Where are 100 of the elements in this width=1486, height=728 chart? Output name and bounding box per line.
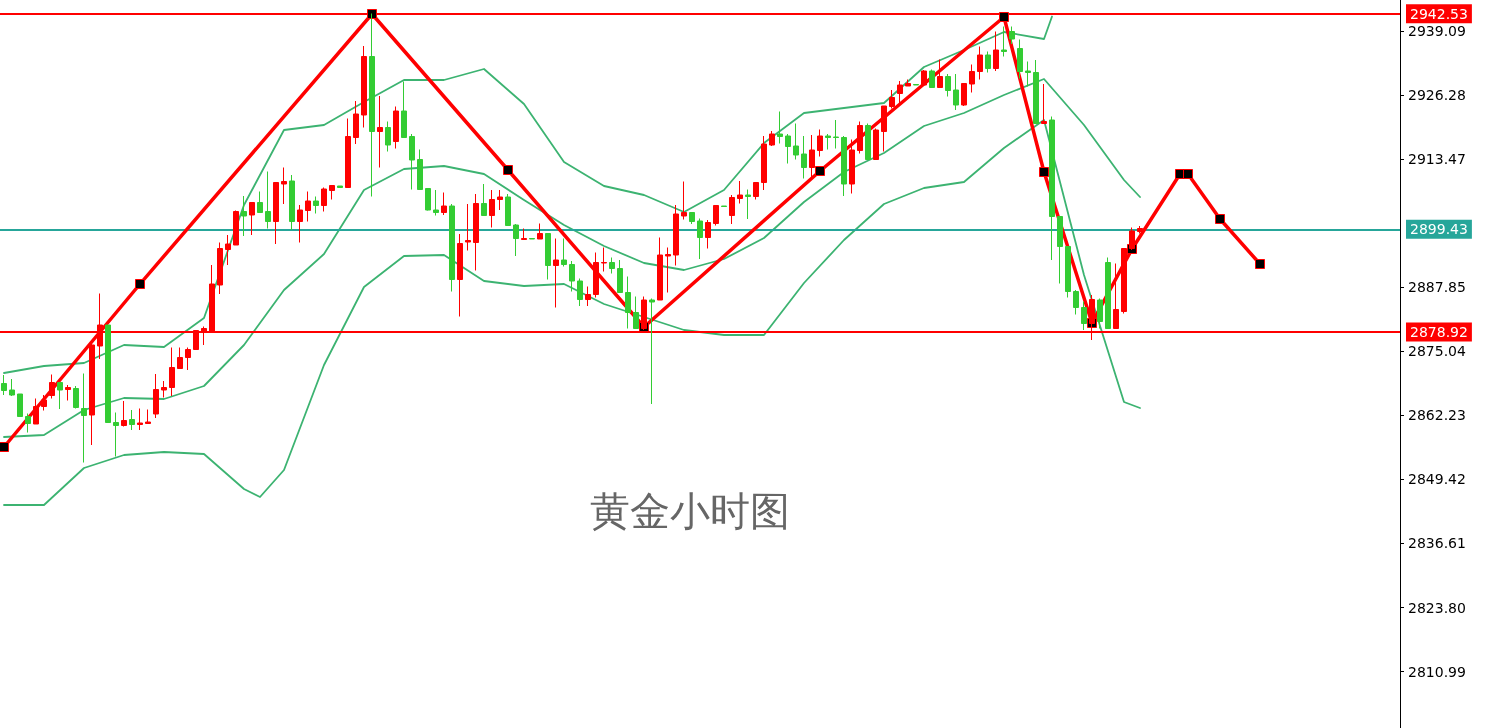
candlestick [1049, 116, 1055, 261]
candlestick [113, 412, 119, 457]
candlestick [921, 69, 927, 87]
candlestick [545, 233, 551, 280]
point [999, 12, 1009, 22]
candlestick [553, 238, 559, 308]
candlestick [833, 119, 839, 149]
candlestick [793, 123, 799, 160]
candlestick [737, 180, 743, 204]
ref-line-label: 2878.92 [1410, 323, 1468, 340]
candlestick [753, 182, 759, 200]
candlestick [1105, 257, 1111, 329]
line-series [3, 78, 1141, 438]
candlestick [745, 189, 751, 220]
candlestick [945, 73, 951, 97]
candlestick [689, 212, 695, 225]
candlestick [281, 167, 287, 205]
candlestick [633, 296, 639, 329]
candlestick [569, 260, 575, 292]
candlestick [665, 247, 671, 293]
candlestick [457, 233, 463, 317]
candlestick [497, 189, 503, 211]
candlestick [241, 195, 247, 237]
candlestick [353, 100, 359, 145]
candlestick [233, 210, 239, 246]
candlestick [449, 203, 455, 292]
candlestick [25, 413, 31, 433]
candlestick [289, 174, 295, 231]
candlestick [1113, 263, 1119, 329]
y-tick-label: 2939.09 [1408, 23, 1466, 40]
candlestick [537, 223, 543, 240]
candlestick [377, 95, 383, 168]
y-tick-label: 2926.28 [1408, 87, 1466, 104]
candlestick [929, 69, 935, 88]
candlestick [401, 81, 407, 138]
candlestick [177, 347, 183, 369]
candlestick [433, 189, 439, 216]
candlestick [993, 31, 999, 72]
candlestick [153, 373, 159, 419]
line-series [3, 15, 1053, 374]
candlestick [697, 218, 703, 260]
candlestick [937, 59, 943, 88]
candlestick [161, 380, 167, 398]
candlestick [329, 184, 335, 200]
candlestick [561, 238, 567, 267]
y-tick-label: 2887.85 [1408, 279, 1466, 296]
candlestick [273, 182, 279, 245]
candlestick [601, 247, 607, 272]
candlestick [65, 384, 71, 401]
candlestick [513, 223, 519, 257]
candlestick [977, 46, 983, 80]
candlestick [985, 51, 991, 73]
candlestick [9, 378, 15, 397]
text: 黄金小时图 [590, 488, 790, 534]
candlestick [881, 105, 887, 152]
candlestick [761, 135, 767, 191]
candlestick [81, 373, 87, 463]
point [0, 442, 9, 452]
y-tick-label: 2849.42 [1408, 471, 1466, 488]
candlestick [305, 191, 311, 222]
candlestick [713, 204, 719, 226]
candlestick [1065, 246, 1071, 298]
candlestick [673, 204, 679, 266]
candlestick [825, 133, 831, 150]
candlestick [705, 219, 711, 249]
candlestick [897, 80, 903, 104]
candlestick [889, 89, 895, 109]
point [1255, 259, 1265, 269]
candlestick [489, 189, 495, 228]
candlestick [1009, 26, 1015, 45]
candlestick [625, 276, 631, 329]
candlestick [961, 83, 967, 107]
candlestick [41, 394, 47, 411]
candlestick [473, 193, 479, 271]
candlestick [953, 73, 959, 111]
candlestick [337, 185, 343, 188]
candlestick [1017, 39, 1023, 79]
candlestick [1025, 61, 1031, 87]
candlestick [441, 192, 447, 216]
y-tick-label: 2913.47 [1408, 151, 1466, 168]
point [1215, 214, 1225, 224]
candlestick [137, 408, 143, 431]
point [135, 279, 145, 289]
candlestick [169, 347, 175, 397]
candlestick [769, 130, 775, 147]
candlestick [609, 257, 615, 274]
candlestick [801, 135, 807, 179]
candlestick [1073, 289, 1079, 315]
candlestick [873, 128, 879, 160]
candlestick [577, 278, 583, 307]
candlestick [617, 259, 623, 293]
candlestick [593, 252, 599, 298]
candlestick [857, 121, 863, 154]
candlestick [1, 374, 7, 396]
candlestick [785, 133, 791, 164]
candlestick [657, 237, 663, 301]
candlestick [345, 118, 351, 188]
candlestick [73, 385, 79, 409]
y-tick-label: 2875.04 [1408, 343, 1466, 360]
candlestick [1137, 225, 1143, 234]
